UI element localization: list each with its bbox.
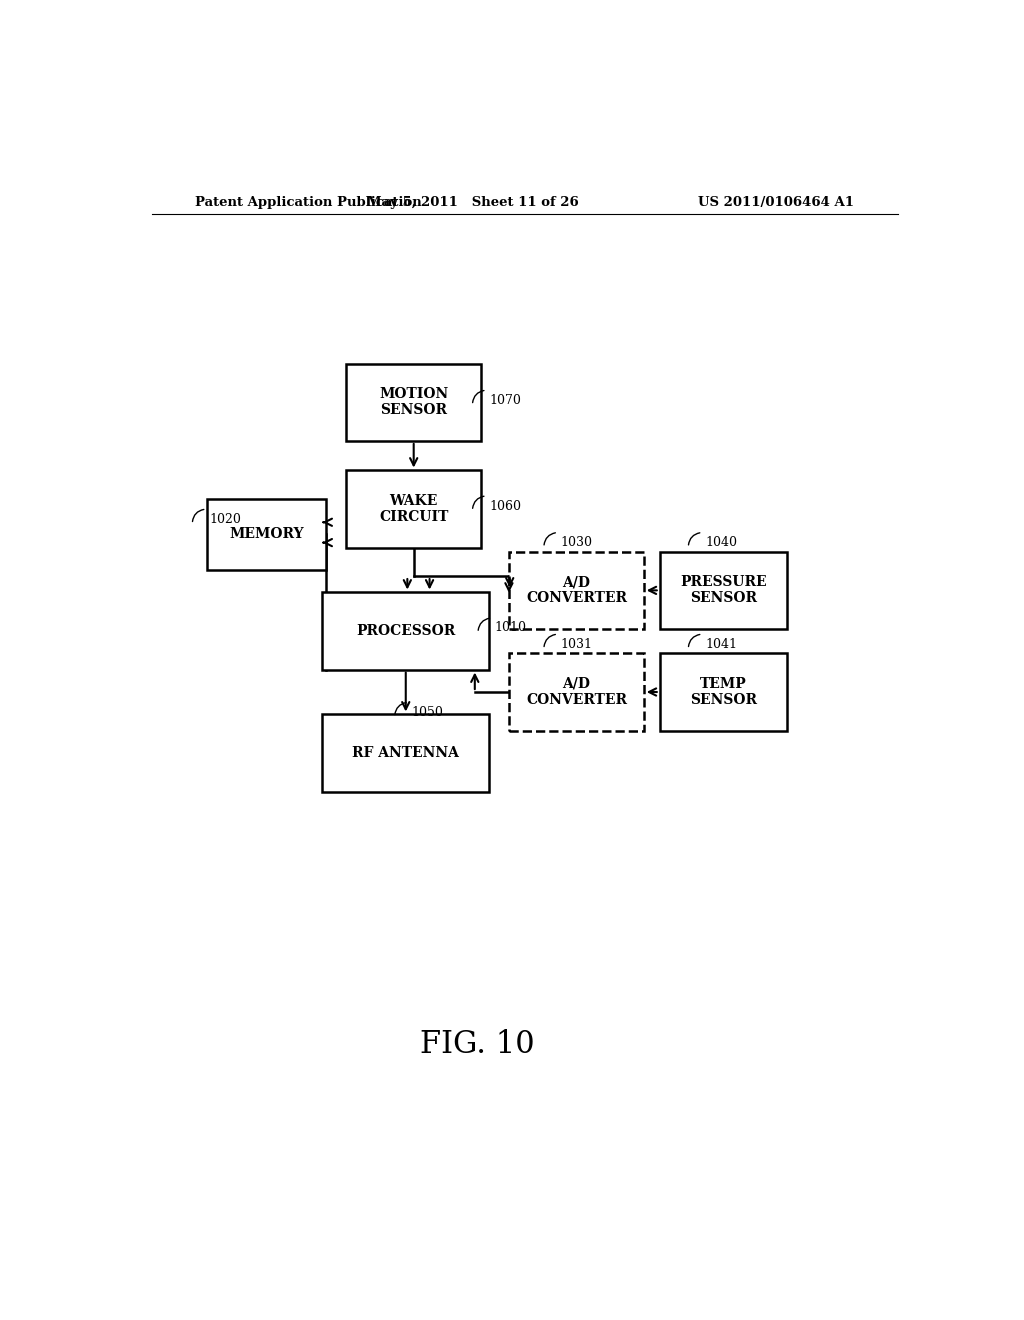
Text: 1010: 1010 <box>495 622 526 635</box>
Text: PRESSURE
SENSOR: PRESSURE SENSOR <box>680 576 767 606</box>
Text: Patent Application Publication: Patent Application Publication <box>196 195 422 209</box>
Text: WAKE
CIRCUIT: WAKE CIRCUIT <box>379 494 449 524</box>
Text: MOTION
SENSOR: MOTION SENSOR <box>379 387 449 417</box>
Text: US 2011/0106464 A1: US 2011/0106464 A1 <box>698 195 854 209</box>
Text: FIG. 10: FIG. 10 <box>420 1030 535 1060</box>
FancyBboxPatch shape <box>659 552 786 630</box>
Text: A/D
CONVERTER: A/D CONVERTER <box>526 677 627 708</box>
Text: 1041: 1041 <box>705 638 737 651</box>
Text: 1040: 1040 <box>705 536 737 549</box>
Text: 1070: 1070 <box>489 393 521 407</box>
FancyBboxPatch shape <box>659 653 786 731</box>
Text: PROCESSOR: PROCESSOR <box>356 624 456 638</box>
FancyBboxPatch shape <box>207 499 327 570</box>
FancyBboxPatch shape <box>323 593 489 669</box>
Text: 1020: 1020 <box>209 512 241 525</box>
FancyBboxPatch shape <box>346 470 481 548</box>
Text: 1060: 1060 <box>489 499 521 512</box>
Text: May 5, 2011   Sheet 11 of 26: May 5, 2011 Sheet 11 of 26 <box>368 195 580 209</box>
Text: A/D
CONVERTER: A/D CONVERTER <box>526 576 627 606</box>
FancyBboxPatch shape <box>509 653 644 731</box>
FancyBboxPatch shape <box>509 552 644 630</box>
Text: 1050: 1050 <box>412 706 443 719</box>
Text: RF ANTENNA: RF ANTENNA <box>352 746 459 760</box>
FancyBboxPatch shape <box>323 714 489 792</box>
Text: MEMORY: MEMORY <box>229 528 304 541</box>
Text: 1030: 1030 <box>560 536 593 549</box>
Text: 1031: 1031 <box>560 638 593 651</box>
Text: TEMP
SENSOR: TEMP SENSOR <box>690 677 757 708</box>
FancyBboxPatch shape <box>346 364 481 441</box>
